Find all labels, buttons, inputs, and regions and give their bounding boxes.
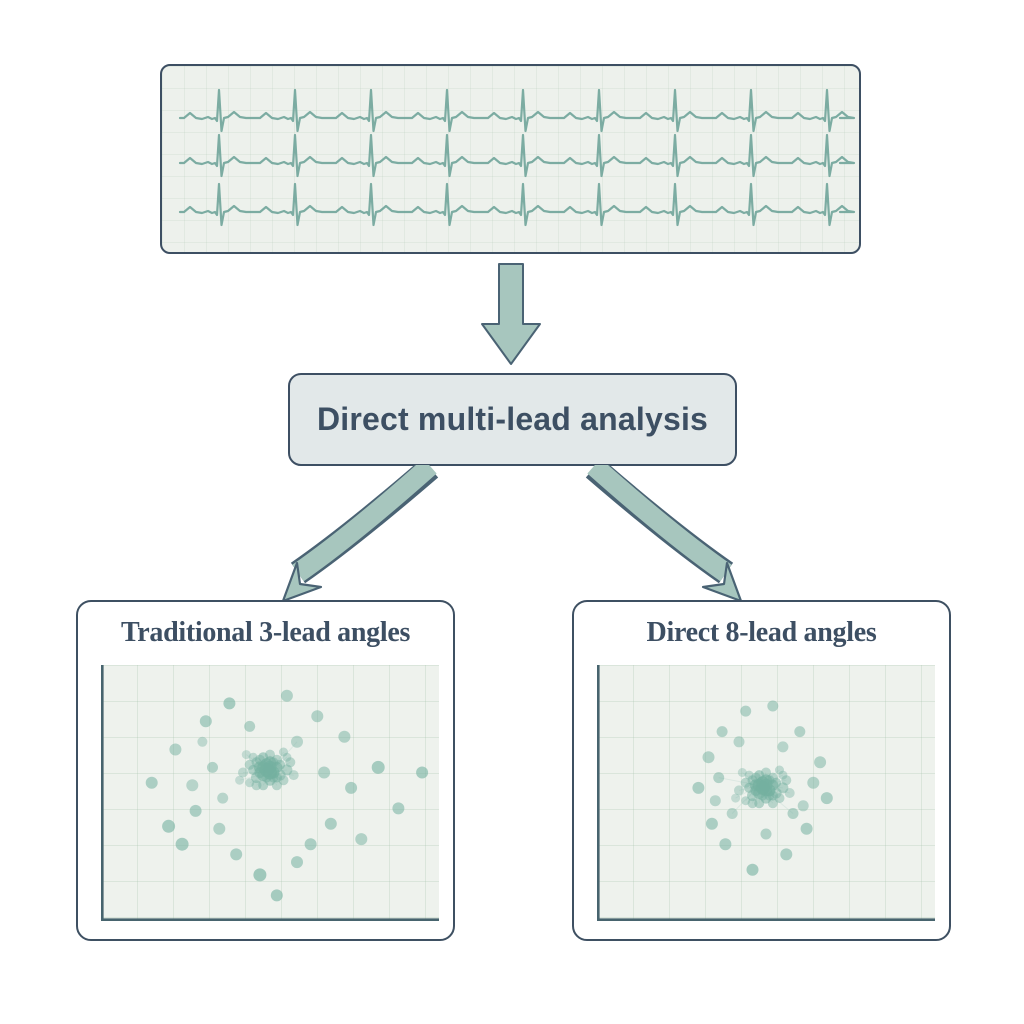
- analysis-step-label: Direct multi-lead analysis: [316, 401, 709, 437]
- ecg-strip-panel: [160, 64, 861, 254]
- panel-traditional: Traditional 3-lead angles: [76, 600, 455, 941]
- ecg-traces: [178, 88, 856, 227]
- analysis-step-box: Direct multi-lead analysis: [288, 373, 737, 466]
- branch-arrows: [281, 465, 743, 603]
- scatter-points-traditional: [101, 665, 439, 921]
- panel-title-direct: Direct 8-lead angles: [646, 617, 877, 648]
- scatter-plot-direct: [597, 665, 935, 921]
- branch-arrow-right-icon: [585, 465, 743, 603]
- scatter-points-direct: [597, 665, 935, 921]
- scatter-plot-traditional: [101, 665, 439, 921]
- down-arrow-icon: [481, 263, 541, 365]
- panel-direct: Direct 8-lead angles: [572, 600, 951, 941]
- panel-title-traditional: Traditional 3-lead angles: [120, 617, 411, 648]
- branch-arrow-left-icon: [281, 465, 439, 603]
